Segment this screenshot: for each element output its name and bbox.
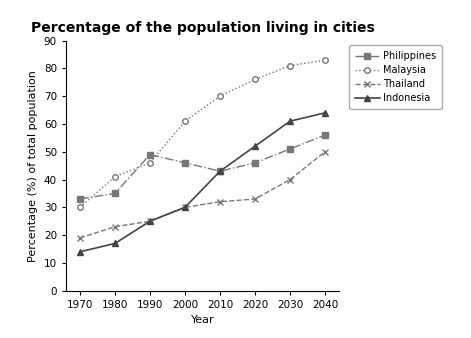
Y-axis label: Percentage (%) of total population: Percentage (%) of total population [28, 70, 38, 262]
Title: Percentage of the population living in cities: Percentage of the population living in c… [31, 21, 374, 35]
Legend: Philippines, Malaysia, Thailand, Indonesia: Philippines, Malaysia, Thailand, Indones… [349, 45, 442, 109]
X-axis label: Year: Year [191, 315, 214, 325]
